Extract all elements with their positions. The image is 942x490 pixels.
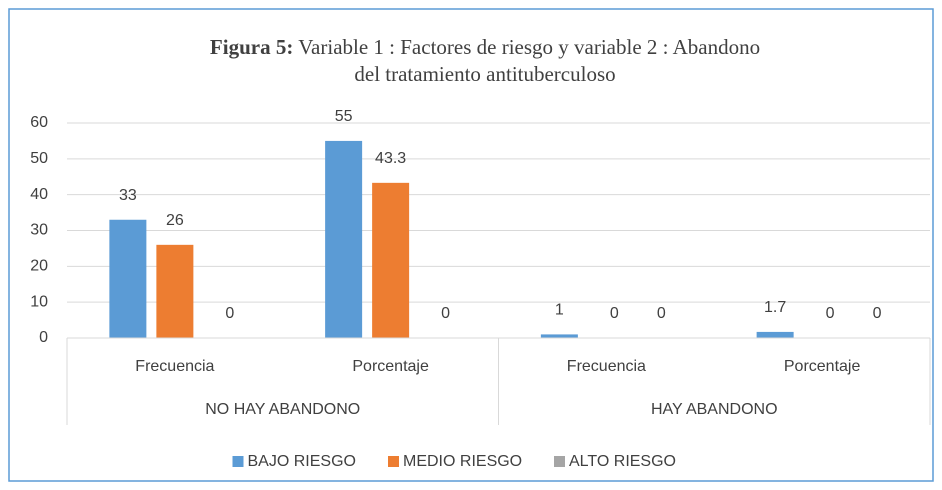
x-tick-label: Porcentaje [784,358,861,375]
legend-swatch [388,456,399,467]
data-label: 0 [826,305,835,322]
x-tick-label: Frecuencia [135,358,214,375]
y-tick-label: 30 [30,222,48,239]
data-label: 0 [610,305,619,322]
group-label: NO HAY ABANDONO [205,401,360,418]
chart-title: Figura 5: Variable 1 : Factores de riesg… [210,35,760,59]
title-line: del tratamiento antituberculoso [354,62,615,86]
data-label: 43.3 [375,150,406,167]
data-label: 1 [555,302,564,319]
bar [756,331,794,338]
data-label: 26 [166,212,184,229]
data-label: 0 [441,305,450,322]
legend-swatch [232,456,244,467]
data-label: 1.7 [764,299,786,316]
legend-swatch [554,456,565,467]
title-line: Variable 1 : Factores de riesgo y variab… [298,35,760,59]
bar [156,244,194,338]
title-prefix: Figura 5: [210,35,293,59]
y-tick-label: 20 [30,258,48,275]
data-label: 0 [225,305,234,322]
bar [540,334,578,338]
group-label: HAY ABANDONO [651,401,778,418]
y-tick-label: 60 [30,114,48,131]
x-tick-label: Porcentaje [352,358,429,375]
legend-label: ALTO RIESGO [569,453,676,470]
data-label: 0 [873,305,882,322]
y-tick-label: 10 [30,293,48,310]
legend-label: BAJO RIESGO [248,453,356,470]
bar [325,140,363,338]
x-tick-label: Frecuencia [567,358,646,375]
data-label: 55 [335,108,353,125]
data-label: 0 [657,305,666,322]
bar [372,182,410,338]
y-tick-label: 50 [30,150,48,167]
bar [109,219,147,338]
data-label: 33 [119,187,137,204]
y-tick-label: 0 [39,329,48,346]
y-tick-label: 40 [30,186,48,203]
legend-label: MEDIO RIESGO [403,453,522,470]
